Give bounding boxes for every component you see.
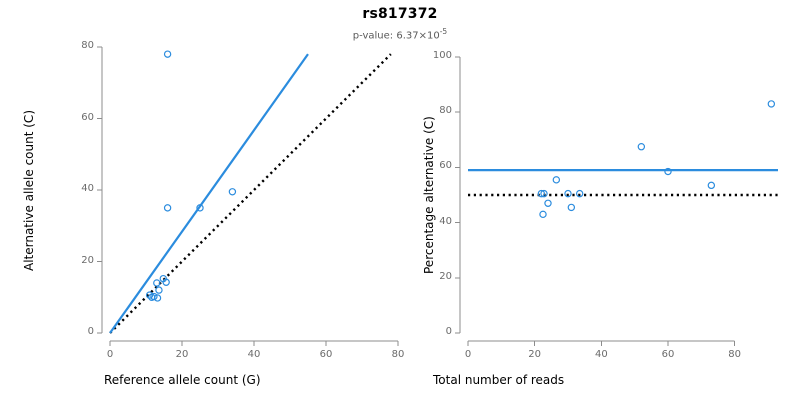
- x-tick-label: 80: [728, 349, 742, 360]
- data-point: [552, 176, 561, 184]
- y-tick-label: 40: [439, 215, 452, 227]
- panel-right: Percentage alternative (C) Total number …: [400, 0, 800, 400]
- page-title: rs817372: [362, 6, 438, 22]
- data-point: [544, 199, 552, 207]
- data-point: [163, 204, 172, 212]
- pvalue-subtitle: p-value: 6.37×10-5: [0, 27, 800, 41]
- data-point: [564, 189, 572, 198]
- data-point: [575, 189, 584, 198]
- data-point: [228, 188, 237, 196]
- x-tick-label: 20: [528, 349, 542, 360]
- data-point: [767, 100, 776, 108]
- x-tick-label: 60: [661, 349, 675, 360]
- data-point: [637, 142, 646, 151]
- y-tick-label: 80: [81, 40, 94, 51]
- fit-line: [109, 53, 309, 334]
- y-tick-label: 20: [439, 270, 452, 282]
- x-tick-label: 40: [594, 349, 608, 360]
- y-tick-label: 100: [432, 50, 452, 61]
- x-tick-label: 0: [106, 349, 114, 360]
- data-point: [153, 294, 162, 302]
- y-tick-label: 20: [81, 254, 94, 266]
- y-tick-label: 0: [445, 326, 452, 337]
- left-plot-svg: [97, 46, 399, 346]
- reference-line: [109, 53, 392, 334]
- pvalue-times: ×10: [418, 30, 440, 42]
- right-plot-svg: [455, 56, 778, 346]
- y-tick-label: 0: [87, 326, 94, 337]
- data-point: [707, 181, 716, 190]
- x-tick-label: 80: [391, 349, 405, 360]
- data-point: [163, 50, 172, 58]
- left-x-axis-label: Reference allele count (G): [104, 373, 261, 387]
- x-tick-label: 60: [319, 349, 333, 360]
- x-tick-label: 40: [247, 349, 261, 360]
- right-x-axis-label: Total number of reads: [433, 373, 565, 387]
- data-point: [664, 167, 672, 176]
- data-point: [539, 210, 547, 219]
- x-tick-label: 0: [464, 349, 472, 360]
- pvalue-prefix: p-value: 6.37: [352, 30, 419, 42]
- y-tick-label: 80: [439, 105, 452, 117]
- data-point: [196, 204, 204, 212]
- y-tick-label: 60: [81, 111, 94, 123]
- x-tick-label: 20: [175, 349, 189, 360]
- data-point: [537, 189, 546, 198]
- data-point: [155, 286, 163, 294]
- y-tick-label: 60: [439, 160, 452, 172]
- data-point: [162, 278, 170, 286]
- data-point: [567, 203, 576, 212]
- y-tick-label: 40: [81, 183, 94, 194]
- data-point: [540, 189, 548, 198]
- pvalue-exponent: -5: [439, 27, 448, 36]
- panel-left: Alternative allele count (C) Reference a…: [22, 40, 404, 387]
- data-point: [145, 291, 154, 299]
- data-point: [153, 279, 161, 287]
